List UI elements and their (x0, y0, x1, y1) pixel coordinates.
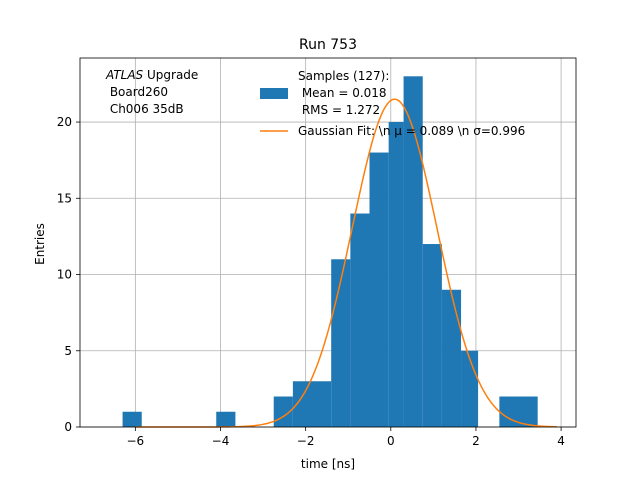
y-axis-label: Entries (33, 223, 47, 265)
annotation-italic: ATLAS (105, 68, 144, 82)
x-tick-label: −4 (212, 434, 230, 448)
x-tick-label: 0 (387, 434, 395, 448)
plot-frame (79, 57, 577, 428)
x-tick-label: 2 (472, 434, 480, 448)
y-tick-label: 10 (57, 268, 72, 282)
histogram-bars (122, 76, 538, 428)
histogram-bar (350, 213, 370, 427)
histogram-bar (403, 76, 423, 428)
x-axis-label: time [ns] (301, 457, 355, 471)
atlas-annotation: ATLAS Upgrade Board260 Ch006 35dB (105, 68, 198, 116)
y-tick-label: 5 (64, 344, 72, 358)
x-tick-label: 4 (557, 434, 565, 448)
histogram-bar (331, 259, 351, 427)
axes: −6 −4 −2 0 2 4 0 5 10 15 20 (57, 57, 577, 448)
legend: Samples (127): Mean = 0.018 RMS = 1.272 … (260, 69, 525, 138)
annotation-line-2: Board260 (106, 85, 168, 99)
x-tick-label: −2 (297, 434, 315, 448)
histogram-bar (461, 350, 479, 427)
annotation-upgrade: Upgrade (143, 68, 198, 82)
legend-fit-label: Gaussian Fit: \n μ = 0.089 \n σ=0.996 (298, 124, 525, 138)
histogram-bar (369, 152, 389, 428)
histogram-bar (388, 122, 404, 427)
annotation-line-3: Ch006 35dB (106, 102, 184, 116)
y-tick-label: 0 (64, 420, 72, 434)
histogram-bar (216, 411, 236, 427)
chart-title: Run 753 (299, 37, 357, 53)
histogram-bar (441, 289, 462, 427)
annotation-line-1: ATLAS Upgrade (105, 68, 198, 82)
legend-hist-line-3: RMS = 1.272 (298, 103, 380, 117)
histogram-bar (292, 381, 332, 427)
legend-hist-line-1: Samples (127): (298, 69, 389, 83)
y-tick-label: 15 (57, 191, 72, 205)
x-tick-label: −6 (126, 434, 144, 448)
histogram-bar (122, 411, 142, 427)
histogram-bar (422, 244, 442, 427)
legend-hist-line-2: Mean = 0.018 (298, 86, 387, 100)
legend-hist-swatch (260, 88, 288, 99)
y-tick-label: 20 (57, 115, 72, 129)
